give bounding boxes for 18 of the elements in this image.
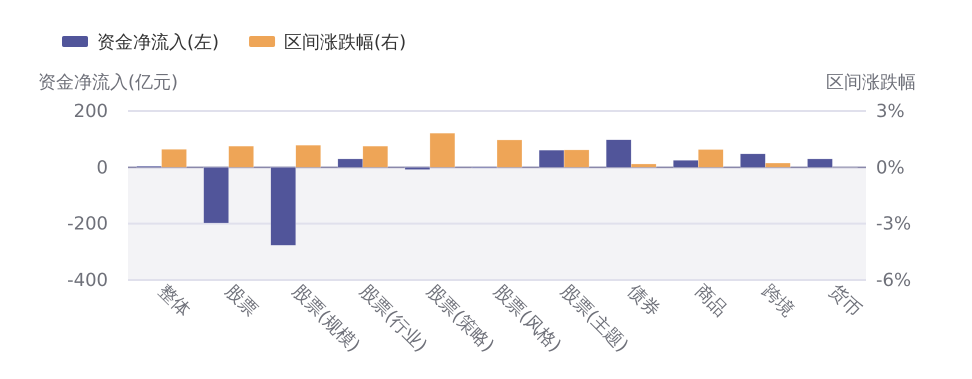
legend-label: 区间涨跌幅(右) — [284, 32, 406, 53]
x-tick-label: 商品 — [690, 280, 732, 321]
y-axis-title: 资金净流入(亿元) — [38, 72, 178, 93]
y-tick-label: -200 — [67, 214, 108, 235]
x-tick-label: 债券 — [624, 280, 664, 321]
x-tick-label: 股票 — [221, 280, 262, 321]
legend-label: 资金净流入(左) — [97, 32, 220, 53]
x-tick-label: 整体 — [154, 280, 194, 321]
x-tick-label: 货币 — [824, 280, 866, 321]
y2-axis-title: 区间涨跌幅 — [826, 72, 916, 93]
y-tick-label: -400 — [67, 270, 108, 291]
x-tick-label: 跨境 — [758, 280, 798, 321]
y2-tick-label: -6% — [876, 270, 912, 291]
y2-tick-label: 3% — [876, 101, 905, 122]
y2-tick-label: 0% — [876, 157, 905, 178]
y2-tick-label: -3% — [876, 214, 912, 235]
y-tick-label: 200 — [74, 101, 108, 122]
y-tick-label: 0 — [96, 157, 108, 178]
